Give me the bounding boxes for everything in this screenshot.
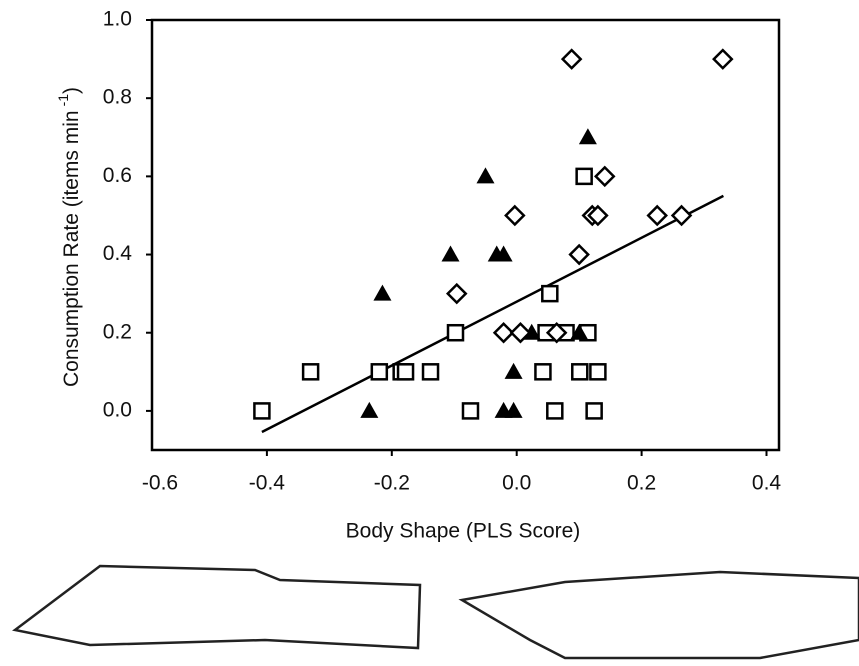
square-point (534, 363, 552, 381)
square-point (585, 402, 603, 420)
square-point (541, 284, 559, 303)
square-point (461, 402, 480, 420)
diamond-point (545, 321, 568, 344)
fit-line (261, 194, 724, 434)
triangle-point (504, 401, 523, 418)
square-point (253, 402, 271, 420)
triangle-point (504, 362, 523, 379)
x-tick-label: 0.4 (752, 472, 782, 495)
x-tick-label: -0.4 (249, 472, 286, 495)
triangle-point (494, 245, 513, 262)
diamond-point (646, 204, 668, 227)
y-tick-label: 0.8 (103, 86, 132, 109)
y-axis-label-superscript: -1 (55, 94, 71, 107)
triangle-point (360, 401, 379, 418)
x-tick-label: -0.2 (374, 472, 410, 495)
y-tick-label: 0.0 (103, 398, 132, 421)
diamond-point (670, 204, 693, 227)
plot-frame (150, 18, 781, 452)
square-point (446, 323, 465, 342)
triangle-point (578, 128, 597, 145)
square-point (589, 363, 607, 381)
y-axis-label-main: Consumption Rate (items min (60, 110, 83, 387)
square-point (370, 363, 389, 381)
square-point (575, 167, 593, 186)
y-axis-label: Consumption Rate (items min -1) (55, 87, 83, 387)
y-tick-label: 1.0 (103, 8, 132, 31)
x-tick-label: -0.6 (142, 472, 178, 495)
diamond-point (492, 321, 515, 344)
triangle-point (373, 284, 392, 301)
x-tick-label: 0.2 (627, 472, 656, 495)
diamond-point (587, 204, 609, 227)
triangle-point (441, 245, 460, 262)
fish-outline-left (12, 564, 422, 650)
square-point (571, 363, 589, 381)
y-tick-label: 0.4 (103, 242, 133, 265)
square-point (396, 363, 415, 381)
square-point (421, 363, 440, 381)
diamond-point (509, 321, 532, 344)
diamond-point (560, 48, 583, 70)
y-tick-label: 0.6 (103, 164, 132, 187)
diamond-point (593, 165, 616, 188)
diamond-point (445, 282, 468, 305)
square-point (301, 363, 320, 381)
x-axis-label: Body Shape (PLS Score) (346, 520, 581, 543)
fish-outline-right (458, 570, 859, 660)
y-axis-label-close: ) (60, 87, 83, 94)
y-tick-label: 0.2 (103, 320, 132, 343)
triangle-point (570, 323, 589, 340)
diamond-point (712, 48, 734, 70)
diamond-point (504, 204, 526, 227)
diamond-point (568, 243, 590, 266)
triangle-point (476, 167, 495, 184)
square-point (546, 402, 564, 420)
x-tick-label: 0.0 (502, 472, 531, 495)
